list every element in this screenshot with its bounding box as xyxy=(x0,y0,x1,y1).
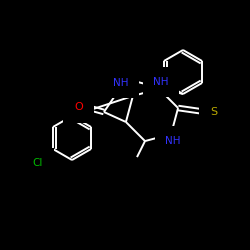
Text: NH: NH xyxy=(113,78,129,88)
Text: O: O xyxy=(74,102,83,112)
Text: NH: NH xyxy=(165,136,181,146)
Text: NH: NH xyxy=(153,77,169,87)
Text: Cl: Cl xyxy=(33,158,43,168)
Text: S: S xyxy=(210,107,218,117)
